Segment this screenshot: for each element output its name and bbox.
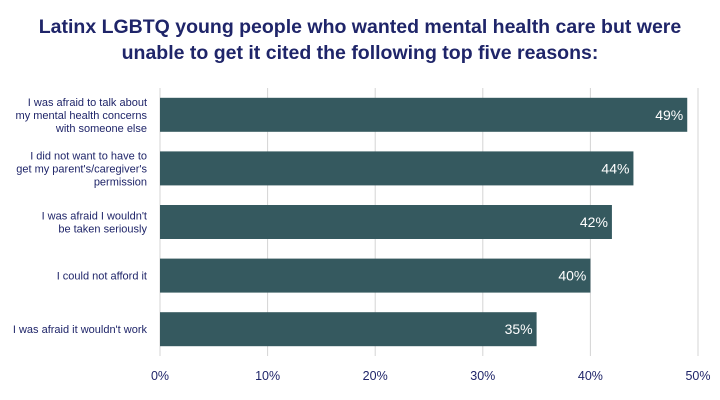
- category-label-line: permission: [94, 176, 147, 188]
- x-tick-label: 50%: [685, 369, 710, 383]
- bar: [160, 205, 612, 239]
- bar: [160, 151, 634, 186]
- bar-value-label: 40%: [558, 268, 586, 284]
- category-label: I did not want to have to get my parent's…: [16, 150, 147, 188]
- bar-value-label: 49%: [655, 107, 683, 123]
- chart-title: Latinx LGBTQ young people who wanted men…: [0, 14, 720, 66]
- category-label-line: I was afraid to talk about: [28, 97, 147, 109]
- x-axis-tick-labels: 0% 10% 20% 30% 40% 50%: [151, 369, 711, 383]
- category-label-line: my mental health concerns: [16, 110, 148, 122]
- category-label-line: with someone else: [55, 123, 147, 135]
- category-label: I was afraid to talk about my mental heal…: [16, 97, 148, 135]
- category-label-line: I was afraid it wouldn't work: [13, 324, 148, 336]
- bar-value-label: 42%: [580, 214, 608, 230]
- category-label-line: I did not want to have to: [30, 150, 147, 162]
- chart-title-line-2: unable to get it cited the following top…: [121, 42, 599, 64]
- bar: [160, 312, 537, 347]
- category-label: I could not afford it: [57, 271, 147, 283]
- category-label-line: get my parent's/caregiver's: [16, 163, 147, 175]
- category-label-line: I could not afford it: [57, 271, 147, 283]
- x-tick-label: 20%: [363, 369, 388, 383]
- bar: [160, 258, 591, 293]
- x-tick-label: 10%: [255, 369, 280, 383]
- bars: [160, 97, 688, 347]
- category-label-line: I was afraid I wouldn't: [42, 211, 147, 223]
- x-tick-label: 30%: [470, 369, 495, 383]
- category-labels: I was afraid to talk about my mental heal…: [13, 97, 148, 336]
- category-label: I was afraid I wouldn't be taken seriousl…: [42, 211, 148, 236]
- bar: [160, 97, 688, 132]
- bar-value-label: 35%: [505, 321, 533, 337]
- bar-value-label: 44%: [601, 160, 629, 176]
- chart-title-line-1: Latinx LGBTQ young people who wanted men…: [38, 16, 682, 38]
- category-label: I was afraid it wouldn't work: [13, 324, 148, 336]
- value-labels: 49% 44% 42% 40% 35%: [505, 107, 684, 337]
- x-tick-label: 40%: [578, 369, 603, 383]
- category-label-line: be taken seriously: [58, 224, 147, 236]
- x-tick-label: 0%: [151, 369, 169, 383]
